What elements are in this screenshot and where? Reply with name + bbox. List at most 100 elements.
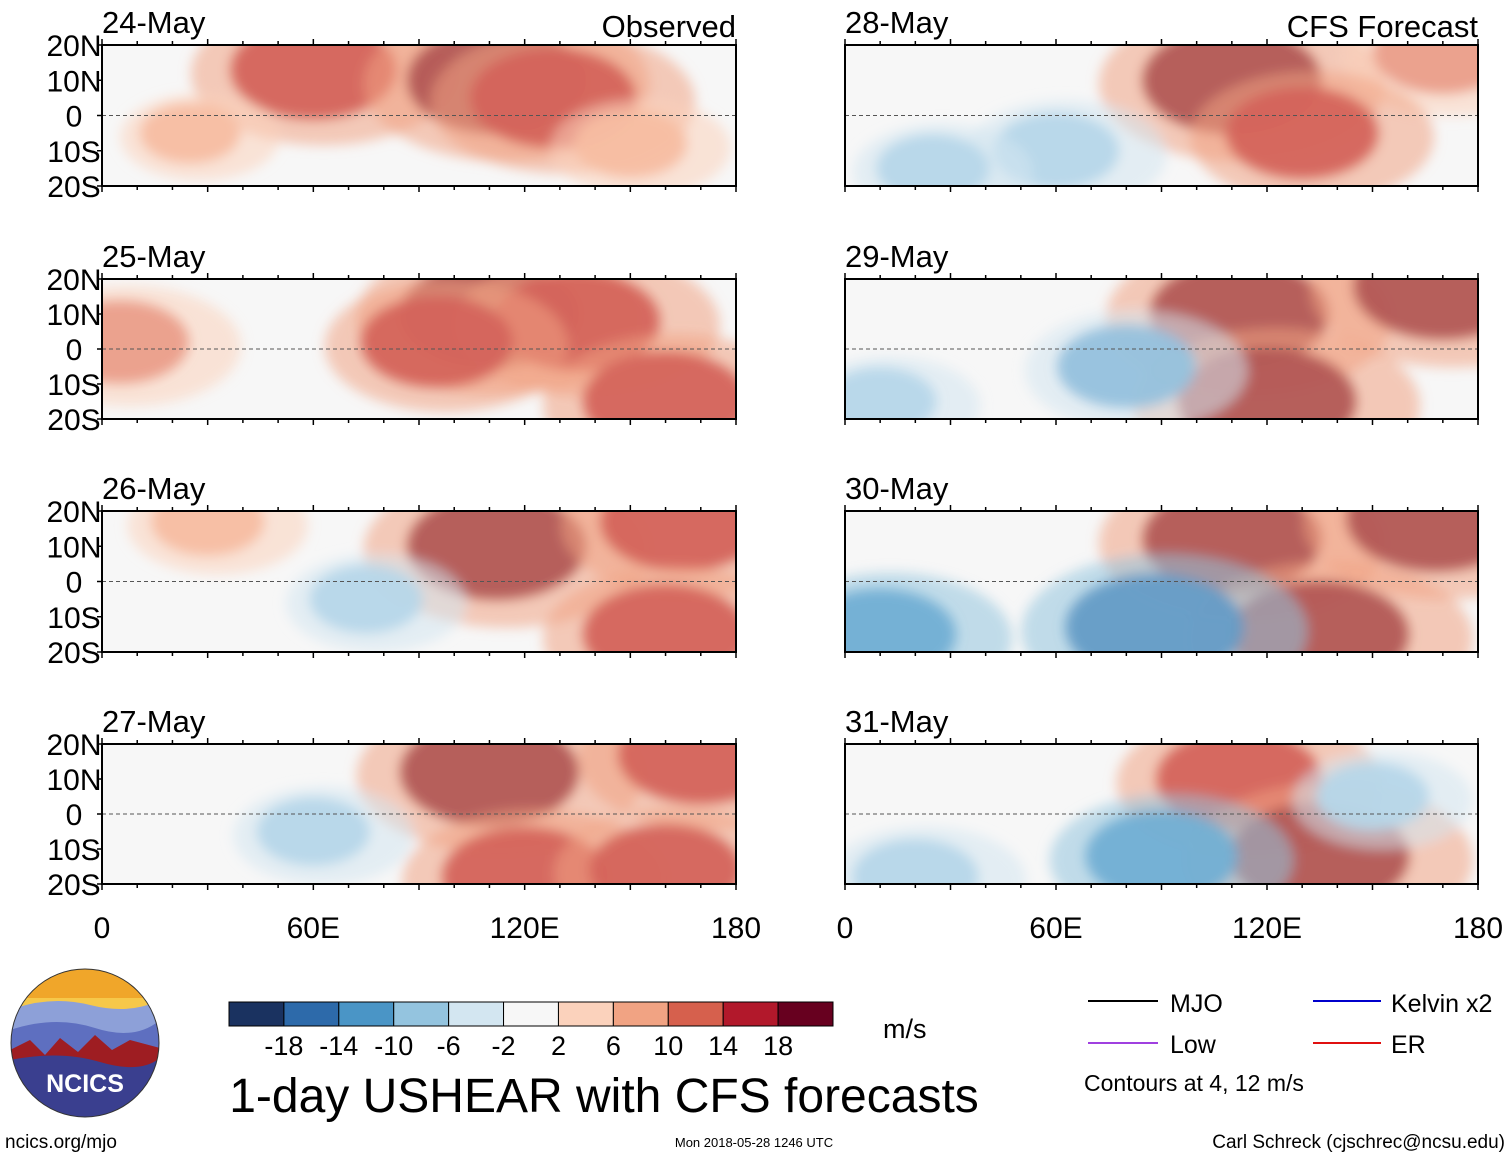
colorbar-swatch — [283, 1001, 340, 1027]
y-tick-label: 20S — [47, 171, 100, 204]
colorbar-swatch — [722, 1001, 779, 1027]
source-url: ncics.org/mjo — [5, 1132, 117, 1153]
y-tick-label: 0 — [66, 799, 83, 832]
anomaly-halo — [845, 356, 981, 419]
contour-legend: MJO Kelvin x2 Low ER Contours at 4, 12 m… — [1084, 990, 1492, 1096]
colorbar-swatch — [393, 1001, 450, 1027]
x-tick-label: 180 — [1453, 912, 1503, 945]
legend-note: Contours at 4, 12 m/s — [1084, 1070, 1304, 1096]
y-tick-label: 10S — [47, 136, 100, 169]
y-tick-label: 20S — [47, 404, 100, 437]
y-tick-label: 0 — [66, 567, 83, 600]
colorbar-tick-label: 10 — [653, 1031, 683, 1061]
anomaly-halo — [543, 333, 736, 419]
anomaly-halo — [1190, 71, 1435, 186]
colorbar-units: m/s — [883, 1014, 927, 1044]
panel-29-May: 29-May — [844, 239, 1479, 425]
shear-field — [845, 45, 1478, 186]
column-label-cfs-forecast: CFS Forecast — [1287, 9, 1479, 44]
shear-field — [845, 744, 1478, 884]
timestamp: Mon 2018-05-28 1246 UTC — [675, 1135, 833, 1150]
y-tick-label: 10S — [47, 369, 100, 402]
x-tick-label: 60E — [1029, 912, 1082, 945]
panel-date-label: 27-May — [102, 704, 206, 739]
anomaly-halo — [1025, 310, 1248, 419]
x-tick-label: 0 — [94, 912, 111, 945]
figure-title: 1-day USHEAR with CFS forecasts — [229, 1070, 979, 1123]
colorbar-swatch — [338, 1001, 395, 1027]
y-tick-label: 10N — [46, 531, 101, 564]
anomaly-halo — [1292, 751, 1473, 850]
y-tick-label: 20N — [46, 729, 101, 762]
legend-label-low: Low — [1170, 1031, 1217, 1059]
anomaly-blobs — [233, 744, 736, 884]
anomaly-halo — [1049, 793, 1294, 884]
y-tick-label: 0 — [66, 101, 83, 134]
anomaly-halo — [102, 285, 241, 407]
anomaly-halo — [1309, 279, 1478, 368]
column-label-observed: Observed — [602, 9, 736, 44]
anomaly-blobs — [127, 511, 736, 652]
anomaly-halo — [543, 566, 736, 652]
legend-label-mjo: MJO — [1170, 990, 1223, 1018]
colorbar-tick-label: -10 — [374, 1031, 413, 1061]
logo-text: NCICS — [46, 1070, 124, 1098]
y-tick-label: 10N — [46, 65, 101, 98]
colorbar-swatch — [777, 1001, 834, 1027]
shear-field — [845, 511, 1478, 652]
panel-28-May: 28-May — [844, 5, 1479, 192]
anomaly-halo — [285, 554, 467, 652]
colorbar: -18 -14 -10 -6 -2 2 6 10 14 18 — [228, 1001, 834, 1061]
colorbar-tick-label: -14 — [319, 1031, 358, 1061]
panel-date-label: 26-May — [102, 471, 206, 506]
y-tick-label: 20N — [46, 264, 101, 297]
author-credit: Carl Schreck (cjschrec@ncsu.edu) — [1212, 1132, 1505, 1153]
colorbar-swatch — [228, 1001, 285, 1027]
anomaly-halo — [852, 123, 1034, 186]
anomaly-blobs — [845, 744, 1473, 884]
legend-label-kelvin: Kelvin x2 — [1391, 990, 1492, 1018]
anomaly-blobs — [845, 279, 1478, 419]
colorbar-tick-label: -18 — [264, 1031, 303, 1061]
panel-date-label: 29-May — [845, 239, 949, 274]
colorbar-tick-label: 6 — [606, 1031, 621, 1061]
colorbar-swatch — [612, 1001, 669, 1027]
legend-label-er: ER — [1391, 1031, 1426, 1059]
panel-date-label: 30-May — [845, 471, 949, 506]
anomaly-halo — [127, 511, 308, 575]
colorbar-swatch — [448, 1001, 505, 1027]
colorbar-tick-label: -6 — [437, 1031, 461, 1061]
anomaly-halo — [578, 744, 736, 831]
colorbar-tick-label: -2 — [492, 1031, 516, 1061]
colorbar-tick-label: 2 — [551, 1031, 566, 1061]
y-tick-label: 10S — [47, 602, 100, 635]
anomaly-blobs — [120, 45, 731, 186]
x-tick-label: 180 — [711, 912, 761, 945]
y-tick-label: 10S — [47, 834, 100, 867]
x-tick-label: 120E — [490, 912, 560, 945]
anomaly-halo — [553, 807, 736, 884]
shear-field — [845, 279, 1478, 419]
panel-date-label: 24-May — [102, 5, 206, 40]
x-tick-label: 120E — [1232, 912, 1302, 945]
anomaly-halo — [550, 98, 731, 186]
x-tick-label: 60E — [287, 912, 340, 945]
panel-grid: 24-May20N10N010S20S25-May20N10N010S20S26… — [46, 5, 1503, 945]
anomaly-halo — [120, 93, 280, 181]
anomaly-halo — [233, 786, 414, 884]
panel-30-May: 30-May — [844, 471, 1479, 658]
panel-date-label: 31-May — [845, 704, 949, 739]
anomaly-blobs — [102, 279, 736, 419]
anomaly-blobs — [845, 511, 1478, 652]
y-tick-label: 10N — [46, 299, 101, 332]
panel-date-label: 25-May — [102, 239, 206, 274]
anomaly-blobs — [852, 45, 1478, 186]
y-tick-label: 20N — [46, 30, 101, 63]
anomaly-halo — [845, 572, 1013, 652]
y-tick-label: 20S — [47, 637, 100, 670]
